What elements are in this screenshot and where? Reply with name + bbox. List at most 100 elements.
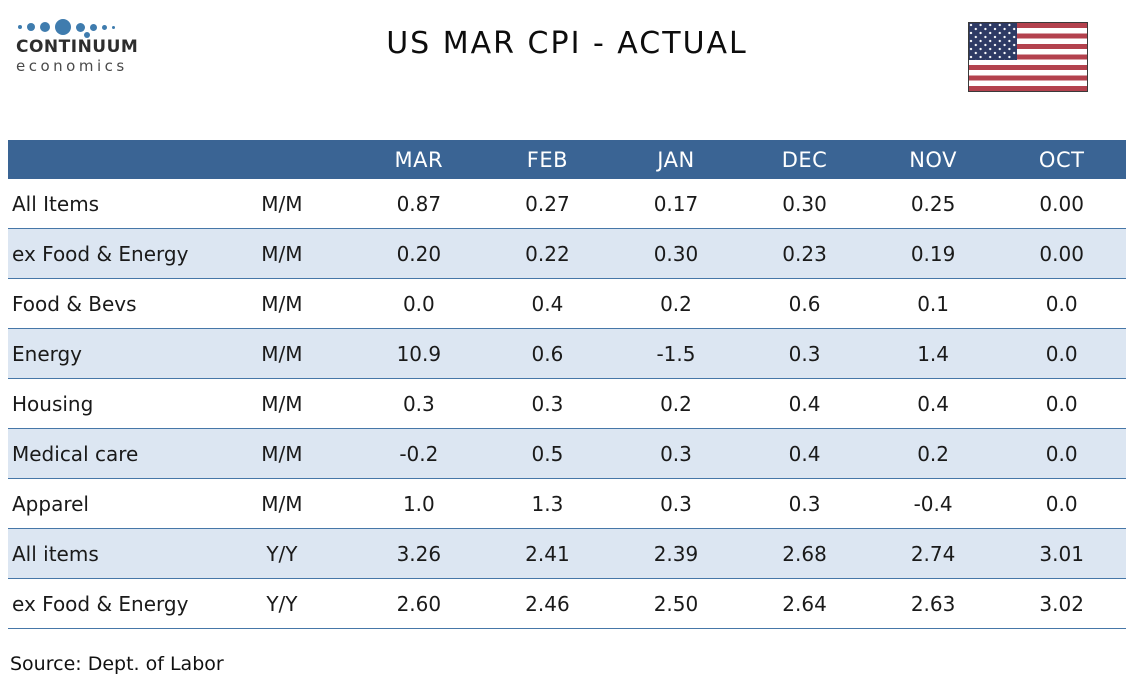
row-period: Y/Y [209, 578, 355, 629]
table-cell: 1.0 [354, 478, 484, 529]
row-label: Apparel [8, 478, 210, 529]
table-cell: -1.5 [611, 328, 741, 379]
table-cell: 0.0 [997, 328, 1126, 379]
table-cell: 0.3 [483, 378, 612, 429]
table-cell: 0.19 [868, 228, 998, 279]
table-cell: 0.87 [354, 179, 484, 229]
cpi-table-body: All Items M/M 0.87 0.27 0.17 0.30 0.25 0.00 ex F… [8, 179, 1126, 629]
table-cell: 10.9 [354, 328, 484, 379]
table-header-label-spacer [8, 140, 210, 179]
table-cell: 0.0 [997, 278, 1126, 329]
table-cell: 0.2 [611, 378, 741, 429]
table-cell: 0.0 [354, 278, 484, 329]
table-row: All Items M/M 0.87 0.27 0.17 0.30 0.25 0.00 [8, 179, 1126, 229]
table-cell: 0.25 [868, 179, 998, 229]
row-period: M/M [209, 378, 355, 429]
table-cell: 0.20 [354, 228, 484, 279]
table-cell: 0.00 [997, 179, 1126, 229]
row-label: Medical care [8, 428, 210, 479]
row-period: Y/Y [209, 528, 355, 579]
table-cell: 2.46 [483, 578, 612, 629]
us-flag-icon [968, 22, 1088, 92]
table-header-month: FEB [483, 140, 612, 179]
row-label: All items [8, 528, 210, 579]
table-cell: 0.0 [997, 478, 1126, 529]
table-cell: 0.6 [740, 278, 869, 329]
row-period: M/M [209, 478, 355, 529]
continuum-dots-logo-icon [16, 16, 146, 38]
table-cell: 2.41 [483, 528, 612, 579]
table-cell: 0.1 [868, 278, 998, 329]
row-label: ex Food & Energy [8, 578, 210, 629]
table-cell: -0.4 [868, 478, 998, 529]
table-header-month: NOV [868, 140, 998, 179]
table-cell: 0.23 [740, 228, 869, 279]
table-cell: 0.4 [740, 428, 869, 479]
row-label: Energy [8, 328, 210, 379]
row-label: Food & Bevs [8, 278, 210, 329]
table-row: Apparel M/M 1.0 1.3 0.3 0.3 -0.4 0.0 [8, 478, 1126, 529]
table-cell: 0.3 [740, 328, 869, 379]
row-label: All Items [8, 179, 210, 229]
table-row: ex Food & Energy Y/Y 2.60 2.46 2.50 2.64 2.63 3… [8, 578, 1126, 629]
table-cell: 0.3 [354, 378, 484, 429]
table-header-month: DEC [740, 140, 869, 179]
table-cell: 0.4 [483, 278, 612, 329]
row-period: M/M [209, 228, 355, 279]
table-cell: 0.0 [997, 428, 1126, 479]
brand-subname: economics [16, 56, 128, 75]
table-cell: 2.60 [354, 578, 484, 629]
table-cell: 0.27 [483, 179, 612, 229]
table-cell: 0.5 [483, 428, 612, 479]
brand-name: CONTINUUM [16, 37, 139, 57]
table-cell: 2.64 [740, 578, 869, 629]
row-period: M/M [209, 328, 355, 379]
table-row: Energy M/M 10.9 0.6 -1.5 0.3 1.4 0.0 [8, 328, 1126, 379]
table-header-month: OCT [997, 140, 1126, 179]
continuum-logo: CONTINUUM economics [16, 16, 146, 75]
table-cell: 0.30 [611, 228, 741, 279]
table-row: ex Food & Energy M/M 0.20 0.22 0.30 0.23 0.19 0… [8, 228, 1126, 279]
table-header-month: MAR [354, 140, 484, 179]
row-period: M/M [209, 179, 355, 229]
page-header: CONTINUUM economics US MAR CPI - ACTUAL [0, 0, 1134, 140]
table-cell: 2.63 [868, 578, 998, 629]
row-period: M/M [209, 428, 355, 479]
table-cell: 0.4 [740, 378, 869, 429]
cpi-data-table: MAR FEB JAN DEC NOV OCT All Items M/M 0.87 0.27 0… [8, 140, 1126, 629]
table-cell: 0.30 [740, 179, 869, 229]
table-cell: 0.0 [997, 378, 1126, 429]
table-cell: 1.4 [868, 328, 998, 379]
table-cell: 0.17 [611, 179, 741, 229]
table-row: Food & Bevs M/M 0.0 0.4 0.2 0.6 0.1 0.0 [8, 278, 1126, 329]
table-cell: 0.3 [740, 478, 869, 529]
table-cell: 3.02 [997, 578, 1126, 629]
us-flag-canton [969, 23, 1017, 60]
table-cell: 0.00 [997, 228, 1126, 279]
table-row: Housing M/M 0.3 0.3 0.2 0.4 0.4 0.0 [8, 378, 1126, 429]
table-cell: 2.74 [868, 528, 998, 579]
table-cell: 1.3 [483, 478, 612, 529]
table-cell: 2.68 [740, 528, 869, 579]
table-header-period-spacer [209, 140, 355, 179]
table-header-month: JAN [611, 140, 741, 179]
row-label: ex Food & Energy [8, 228, 210, 279]
row-period: M/M [209, 278, 355, 329]
page-title: US MAR CPI - ACTUAL [386, 26, 748, 61]
table-row: Medical care M/M -0.2 0.5 0.3 0.4 0.2 0.0 [8, 428, 1126, 479]
source-note: Source: Dept. of Labor [10, 653, 224, 675]
table-row: All items Y/Y 3.26 2.41 2.39 2.68 2.74 3.01 [8, 528, 1126, 579]
table-cell: 0.2 [611, 278, 741, 329]
table-cell: 0.3 [611, 478, 741, 529]
table-cell: 0.3 [611, 428, 741, 479]
table-cell: 0.4 [868, 378, 998, 429]
table-cell: -0.2 [354, 428, 484, 479]
table-cell: 3.01 [997, 528, 1126, 579]
table-header-row: MAR FEB JAN DEC NOV OCT [8, 140, 1126, 179]
table-cell: 0.6 [483, 328, 612, 379]
table-cell: 2.39 [611, 528, 741, 579]
table-cell: 0.22 [483, 228, 612, 279]
table-cell: 2.50 [611, 578, 741, 629]
table-cell: 3.26 [354, 528, 484, 579]
